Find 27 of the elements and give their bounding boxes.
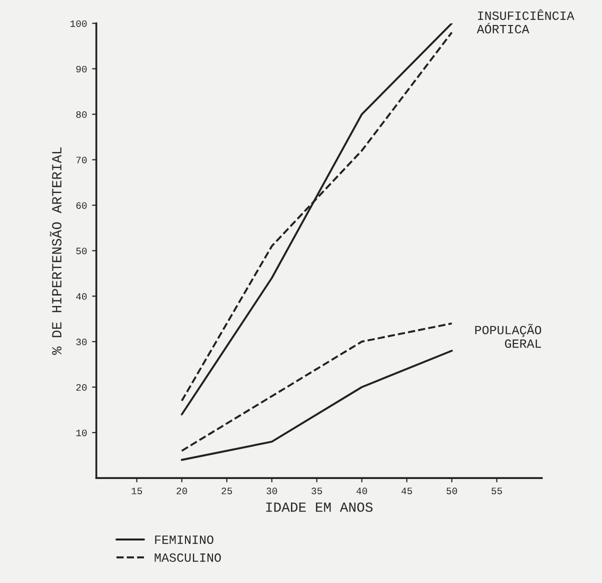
legend-label: FEMININO [155, 535, 214, 544]
y-tick-label: 90 [76, 66, 87, 72]
y-tick-label: 80 [76, 111, 87, 118]
x-tick-label: 50 [446, 488, 458, 494]
x-tick-label: 30 [266, 488, 278, 494]
x-tick-label: 20 [176, 488, 188, 494]
line-series [180, 322, 453, 452]
y-tick-label: 20 [76, 384, 87, 391]
x-tick-label: 35 [312, 488, 322, 494]
legend-label: MASCULINO [154, 553, 221, 562]
x-axis-title: IDADE EM ANOS [266, 502, 373, 512]
x-tick-label: 15 [132, 488, 142, 494]
y-tick-label: 10 [76, 430, 87, 436]
x-tick-label: 25 [222, 488, 232, 494]
y-tick-label: 100 [70, 20, 87, 27]
y-tick-label: 70 [76, 156, 87, 164]
x-tick-label: 45 [401, 488, 412, 494]
x-tick-label: 55 [492, 488, 502, 494]
y-tick-label: 50 [76, 248, 87, 254]
x-tick-label: 40 [356, 488, 368, 494]
y-tick-label: 60 [76, 202, 87, 209]
y-tick-label: 40 [76, 293, 87, 300]
line-series [180, 350, 453, 461]
annotation: INSUFICIÊNCIA AÓRTICA [476, 9, 574, 34]
y-tick-label: 30 [76, 338, 87, 346]
y-axis-title: % DE HIPERTENSÃO ARTERIAL [50, 147, 62, 355]
annotation: POPULAÇÃO GERAL [475, 324, 542, 348]
